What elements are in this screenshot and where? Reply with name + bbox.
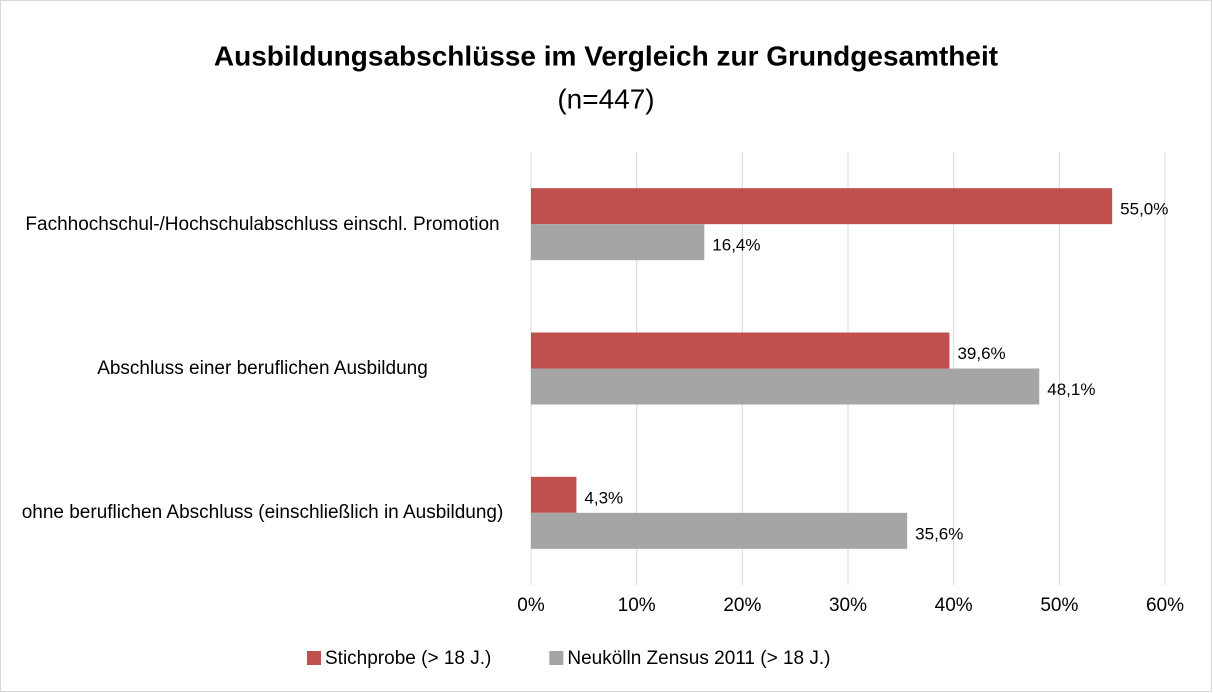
value-label: 48,1% — [1047, 380, 1095, 399]
bar — [531, 512, 908, 549]
category-label: ohne beruflichen Abschluss (einschließli… — [21, 502, 504, 524]
value-label: 39,6% — [957, 344, 1005, 363]
x-tick-label: 60% — [1146, 595, 1184, 616]
chart-subtitle: (n=447) — [557, 83, 654, 114]
legend-label: Stichprobe (> 18 J.) — [325, 648, 491, 669]
value-label: 35,6% — [915, 524, 963, 543]
category-label: Fachhochschul-/Hochschulabschluss einsch… — [25, 213, 500, 235]
x-tick-label: 40% — [935, 595, 973, 616]
bar — [531, 188, 1113, 225]
bar — [531, 332, 950, 369]
category-label: Abschluss einer beruflichen Ausbildung — [97, 358, 428, 379]
legend-swatch — [307, 651, 321, 665]
value-label: 16,4% — [712, 236, 760, 255]
legend-label: Neukölln Zensus 2011 (> 18 J.) — [567, 648, 830, 669]
bar — [531, 476, 577, 513]
bar — [531, 224, 705, 261]
x-tick-label: 50% — [1040, 595, 1078, 616]
x-tick-label: 0% — [517, 595, 545, 616]
chart-title: Ausbildungsabschlüsse im Vergleich zur G… — [214, 40, 998, 71]
legend-swatch — [549, 651, 564, 665]
value-label: 55,0% — [1120, 200, 1168, 219]
bar — [531, 368, 1040, 405]
x-tick-label: 30% — [829, 595, 867, 616]
value-label: 4,3% — [584, 488, 623, 507]
x-tick-label: 10% — [618, 595, 656, 616]
x-tick-label: 20% — [723, 595, 761, 616]
